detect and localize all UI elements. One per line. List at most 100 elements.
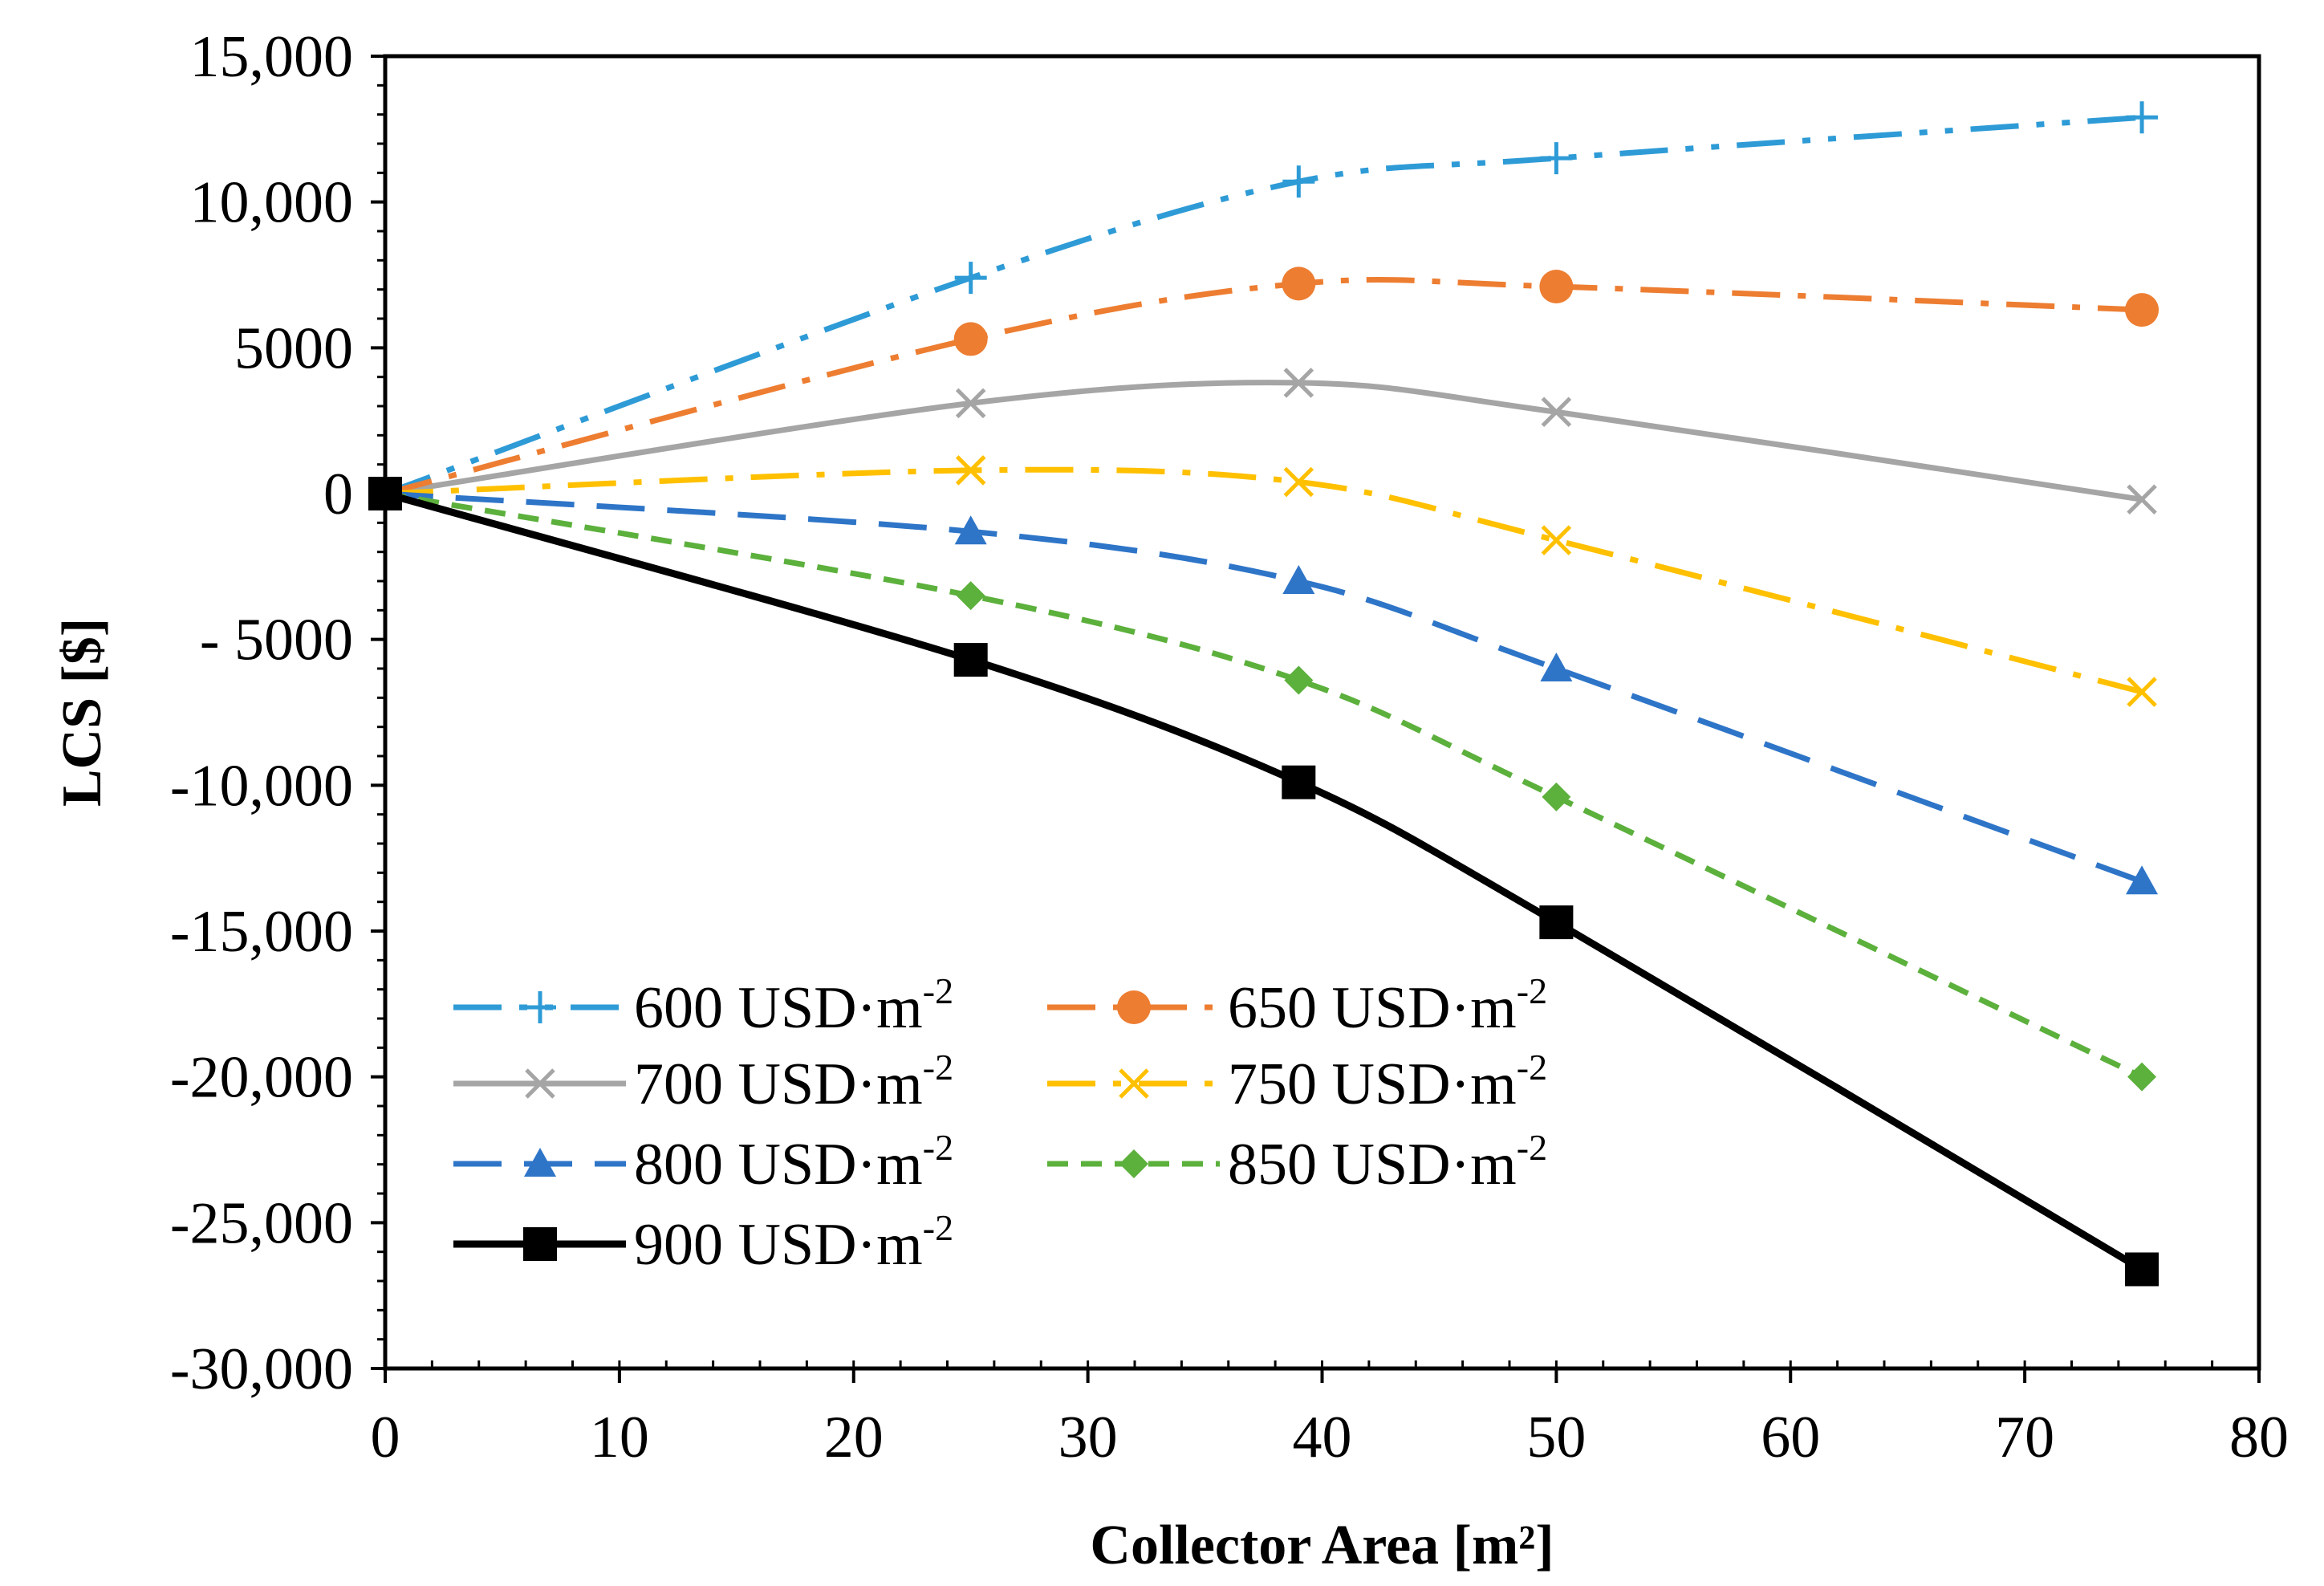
data-point-marker [1282, 565, 1315, 594]
legend-label-main: 850 USD·m [1228, 1132, 1517, 1198]
x-axis-title: Collector Area [m²] [1090, 1515, 1554, 1576]
x-tick-label: 0 [371, 1405, 400, 1470]
data-point-marker [2125, 293, 2159, 327]
series-line [384, 490, 2143, 885]
legend-label-superscript: -2 [923, 1127, 953, 1168]
legend-marker [523, 1227, 557, 1261]
y-tick-label: 15,000 [190, 24, 354, 90]
legend-entry: 900 USD·m-2 [453, 1207, 953, 1278]
legend-label: 850 USD·m-2 [1228, 1127, 1547, 1198]
x-tick-label: 30 [1058, 1405, 1118, 1470]
legend-label-main: 600 USD·m [634, 975, 923, 1041]
data-point-marker [1540, 142, 1573, 175]
data-point-marker [1283, 368, 1314, 398]
series-layer [368, 101, 2159, 1287]
data-point-marker [954, 515, 987, 545]
legend-label-main: 650 USD·m [1228, 975, 1517, 1041]
legend-label: 750 USD·m-2 [1228, 1047, 1547, 1117]
legend-marker [1119, 1068, 1149, 1099]
legend-label-superscript: -2 [923, 1207, 953, 1248]
data-point-marker [2127, 677, 2157, 707]
plot-area-frame [383, 54, 2261, 1371]
data-point-marker [1542, 782, 1571, 811]
legend-label-main: 700 USD·m [634, 1051, 923, 1117]
legend-entry: 850 USD·m-2 [1047, 1127, 1547, 1198]
legend-label-main: 900 USD·m [634, 1212, 923, 1278]
data-point-marker [1282, 165, 1315, 198]
x-axis-tick-labels: 0 10 20 30 40 50 60 70 80 [371, 1405, 2289, 1470]
x-tick-label: 20 [824, 1405, 884, 1470]
y-tick-label: 0 [323, 462, 353, 527]
legend-label-superscript: -2 [923, 1047, 953, 1088]
series-900 USD·m-2 [368, 477, 2159, 1287]
series-800 USD·m-2 [369, 478, 2159, 895]
data-point-marker [2126, 101, 2159, 134]
data-point-marker [1283, 466, 1314, 498]
y-tick-label: - 5000 [200, 608, 353, 673]
data-point-marker [1541, 396, 1572, 428]
series-600 USD·m-2 [369, 101, 2159, 510]
legend-entry: 650 USD·m-2 [1047, 970, 1547, 1041]
legend-label: 800 USD·m-2 [634, 1127, 953, 1198]
legend-entry: 600 USD·m-2 [453, 970, 953, 1041]
data-point-marker [1539, 905, 1574, 940]
y-axis-title: LCS [$] [51, 618, 113, 807]
legend-marker [1119, 1149, 1148, 1178]
data-point-marker [953, 643, 988, 677]
y-tick-label: -20,000 [170, 1045, 353, 1111]
legend-marker [524, 991, 556, 1023]
data-point-marker [954, 262, 987, 295]
data-point-marker [1284, 665, 1314, 695]
legend-label: 700 USD·m-2 [634, 1047, 953, 1117]
x-tick-label: 50 [1526, 1405, 1586, 1470]
x-tick-label: 60 [1761, 1405, 1820, 1470]
data-point-marker [2127, 1062, 2157, 1092]
legend-label-superscript: -2 [923, 970, 953, 1011]
y-tick-label: -25,000 [170, 1190, 353, 1256]
data-point-marker [2127, 484, 2157, 515]
data-point-marker [955, 455, 986, 486]
data-point-marker [1282, 266, 1316, 301]
x-tick-label: 70 [1995, 1405, 2054, 1470]
legend-marker [1117, 990, 1151, 1024]
legend-label: 600 USD·m-2 [634, 970, 953, 1041]
y-tick-label: 5000 [234, 315, 353, 381]
y-tick-label: 10,000 [190, 170, 354, 236]
y-tick-label: -30,000 [170, 1336, 353, 1402]
legend-entry: 750 USD·m-2 [1047, 1047, 1547, 1117]
data-point-marker [1539, 270, 1574, 304]
data-point-marker [956, 581, 985, 611]
legend-label-superscript: -2 [1517, 970, 1547, 1011]
legend-label: 650 USD·m-2 [1228, 970, 1547, 1041]
data-point-marker [1282, 765, 1316, 799]
y-axis-tick-labels: 15,000 10,000 5000 0 - 5000 -10,000 -15,000 -20… [170, 24, 353, 1402]
series-650 USD·m-2 [368, 266, 2159, 510]
data-point-marker [2126, 865, 2159, 895]
series-line [384, 114, 2143, 497]
series-line [384, 490, 2143, 1080]
data-point-marker [953, 322, 988, 356]
series-line [384, 380, 2143, 502]
series-line [384, 466, 2143, 695]
x-tick-label: 80 [2229, 1405, 2289, 1470]
x-tick-label: 10 [590, 1405, 649, 1470]
legend-label: 900 USD·m-2 [634, 1207, 953, 1278]
data-point-marker [1540, 653, 1573, 681]
legend-marker [524, 1148, 556, 1177]
legend-label-main: 750 USD·m [1228, 1051, 1517, 1117]
legend-label-superscript: -2 [1517, 1127, 1547, 1168]
y-tick-label: -15,000 [170, 899, 353, 965]
legend-label-main: 800 USD·m [634, 1132, 923, 1198]
legend-entry: 700 USD·m-2 [453, 1047, 953, 1117]
y-tick-label: -10,000 [170, 753, 353, 819]
x-tick-label: 40 [1293, 1405, 1352, 1470]
data-point-marker [955, 388, 986, 419]
legend-label-superscript: -2 [1517, 1047, 1547, 1088]
legend-entry: 800 USD·m-2 [453, 1127, 953, 1198]
data-point-marker [1541, 525, 1572, 555]
data-point-marker [2125, 1252, 2159, 1287]
series-700 USD·m-2 [370, 368, 2157, 515]
legend-marker [525, 1068, 555, 1099]
